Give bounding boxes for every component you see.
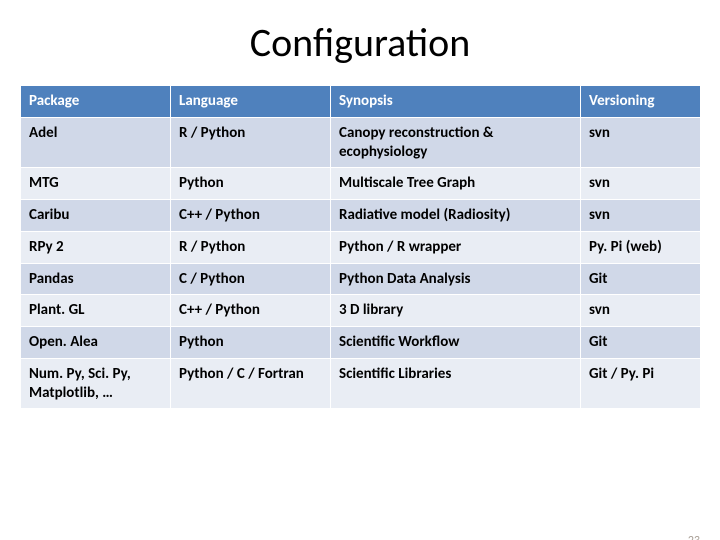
cell-versioning: Git — [581, 263, 701, 295]
cell-synopsis: Canopy reconstruction & ecophysiology — [331, 117, 581, 168]
cell-synopsis: Python / R wrapper — [331, 231, 581, 263]
col-header-versioning: Versioning — [581, 86, 701, 118]
cell-versioning: Git — [581, 327, 701, 359]
cell-package: MTG — [21, 168, 171, 200]
cell-synopsis: Scientific Workflow — [331, 327, 581, 359]
table-row: Caribu C++ / Python Radiative model (Rad… — [21, 200, 701, 232]
col-header-language: Language — [171, 86, 331, 118]
cell-versioning: svn — [581, 295, 701, 327]
col-header-synopsis: Synopsis — [331, 86, 581, 118]
page-number: 23 — [688, 534, 700, 540]
cell-package: Open. Alea — [21, 327, 171, 359]
cell-language: Python / C / Fortran — [171, 358, 331, 409]
cell-package: Caribu — [21, 200, 171, 232]
cell-language: Python — [171, 327, 331, 359]
config-table: Package Language Synopsis Versioning Ade… — [20, 85, 701, 409]
cell-versioning: svn — [581, 200, 701, 232]
table-row: RPy 2 R / Python Python / R wrapper Py. … — [21, 231, 701, 263]
cell-package: Plant. GL — [21, 295, 171, 327]
cell-versioning: svn — [581, 168, 701, 200]
cell-language: C++ / Python — [171, 295, 331, 327]
cell-synopsis: Multiscale Tree Graph — [331, 168, 581, 200]
cell-package: Pandas — [21, 263, 171, 295]
table-row: Open. Alea Python Scientific Workflow Gi… — [21, 327, 701, 359]
cell-synopsis: 3 D library — [331, 295, 581, 327]
cell-language: C / Python — [171, 263, 331, 295]
cell-package: Num. Py, Sci. Py, Matplotlib, … — [21, 358, 171, 409]
cell-language: R / Python — [171, 117, 331, 168]
cell-versioning: svn — [581, 117, 701, 168]
table-body: Adel R / Python Canopy reconstruction & … — [21, 117, 701, 409]
table-row: Adel R / Python Canopy reconstruction & … — [21, 117, 701, 168]
table-row: Plant. GL C++ / Python 3 D library svn — [21, 295, 701, 327]
page-title: Configuration — [0, 18, 720, 67]
cell-versioning: Py. Pi (web) — [581, 231, 701, 263]
table-row: MTG Python Multiscale Tree Graph svn — [21, 168, 701, 200]
cell-language: R / Python — [171, 231, 331, 263]
cell-language: C++ / Python — [171, 200, 331, 232]
cell-language: Python — [171, 168, 331, 200]
col-header-package: Package — [21, 86, 171, 118]
cell-synopsis: Scientific Libraries — [331, 358, 581, 409]
table-row: Pandas C / Python Python Data Analysis G… — [21, 263, 701, 295]
cell-synopsis: Radiative model (Radiosity) — [331, 200, 581, 232]
cell-package: Adel — [21, 117, 171, 168]
table-header-row: Package Language Synopsis Versioning — [21, 86, 701, 118]
cell-synopsis: Python Data Analysis — [331, 263, 581, 295]
cell-package: RPy 2 — [21, 231, 171, 263]
cell-versioning: Git / Py. Pi — [581, 358, 701, 409]
table-row: Num. Py, Sci. Py, Matplotlib, … Python /… — [21, 358, 701, 409]
